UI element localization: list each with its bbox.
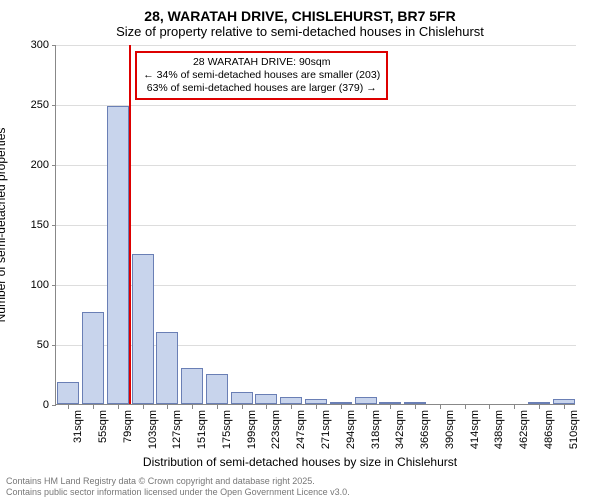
xtick-label: 271sqm (320, 410, 332, 449)
xtick-label: 31sqm (72, 410, 84, 443)
histogram-bar (181, 368, 203, 404)
footer-line1: Contains HM Land Registry data © Crown c… (6, 476, 350, 487)
callout-box: 28 WARATAH DRIVE: 90sqm← 34% of semi-det… (135, 51, 388, 100)
xtick-mark (341, 405, 342, 409)
marker-line (129, 45, 131, 404)
histogram-bar (231, 392, 253, 404)
xtick-mark (93, 405, 94, 409)
xtick-mark (390, 405, 391, 409)
histogram-bar (206, 374, 228, 404)
xtick-label: 151sqm (196, 410, 208, 449)
ytick-label: 200 (9, 159, 49, 171)
xtick-label: 127sqm (171, 410, 183, 449)
gridline (56, 45, 576, 46)
xtick-label: 366sqm (419, 410, 431, 449)
histogram-bar (379, 402, 401, 404)
ytick-mark (52, 405, 56, 406)
ytick-mark (52, 165, 56, 166)
xtick-label: 247sqm (295, 410, 307, 449)
gridline (56, 225, 576, 226)
ytick-mark (52, 345, 56, 346)
ytick-label: 0 (9, 399, 49, 411)
xtick-mark (242, 405, 243, 409)
xtick-mark (440, 405, 441, 409)
histogram-bar (355, 397, 377, 404)
xtick-label: 462sqm (518, 410, 530, 449)
xtick-label: 486sqm (543, 410, 555, 449)
xtick-label: 318sqm (370, 410, 382, 449)
xtick-label: 510sqm (568, 410, 580, 449)
xtick-label: 103sqm (147, 410, 159, 449)
histogram-bar (132, 254, 154, 404)
y-axis-label: Number of semi-detached properties (0, 128, 8, 323)
footer-line2: Contains public sector information licen… (6, 487, 350, 498)
xtick-mark (192, 405, 193, 409)
x-axis-label: Distribution of semi-detached houses by … (0, 455, 600, 469)
xtick-label: 175sqm (221, 410, 233, 449)
footer-attribution: Contains HM Land Registry data © Crown c… (6, 476, 350, 498)
ytick-mark (52, 45, 56, 46)
histogram-bar (528, 402, 550, 404)
xtick-label: 414sqm (469, 410, 481, 449)
ytick-label: 50 (9, 339, 49, 351)
xtick-mark (489, 405, 490, 409)
ytick-mark (52, 225, 56, 226)
xtick-mark (415, 405, 416, 409)
xtick-label: 294sqm (345, 410, 357, 449)
gridline (56, 165, 576, 166)
histogram-bar (404, 402, 426, 404)
callout-line2: ← 34% of semi-detached houses are smalle… (143, 69, 380, 82)
histogram-bar (107, 106, 129, 404)
xtick-mark (68, 405, 69, 409)
ytick-mark (52, 285, 56, 286)
histogram-bar (156, 332, 178, 404)
histogram-bar (305, 399, 327, 404)
histogram-bar (57, 382, 79, 404)
xtick-mark (539, 405, 540, 409)
xtick-mark (266, 405, 267, 409)
histogram-bar (553, 399, 575, 404)
xtick-mark (366, 405, 367, 409)
gridline (56, 105, 576, 106)
xtick-label: 438sqm (493, 410, 505, 449)
ytick-label: 100 (9, 279, 49, 291)
histogram-bar (330, 402, 352, 404)
callout-line3: 63% of semi-detached houses are larger (… (143, 82, 380, 95)
histogram-bar (255, 394, 277, 404)
xtick-mark (514, 405, 515, 409)
xtick-mark (564, 405, 565, 409)
xtick-mark (118, 405, 119, 409)
xtick-label: 223sqm (270, 410, 282, 449)
ytick-mark (52, 105, 56, 106)
ytick-label: 150 (9, 219, 49, 231)
histogram-bar (82, 312, 104, 404)
xtick-mark (291, 405, 292, 409)
xtick-mark (143, 405, 144, 409)
xtick-label: 55sqm (97, 410, 109, 443)
xtick-label: 390sqm (444, 410, 456, 449)
xtick-mark (316, 405, 317, 409)
xtick-label: 199sqm (246, 410, 258, 449)
xtick-mark (465, 405, 466, 409)
chart-area: 05010015020025030031sqm55sqm79sqm103sqm1… (55, 45, 575, 405)
chart-title: 28, WARATAH DRIVE, CHISLEHURST, BR7 5FR (0, 0, 600, 24)
xtick-label: 342sqm (394, 410, 406, 449)
histogram-bar (280, 397, 302, 404)
ytick-label: 250 (9, 99, 49, 111)
chart-subtitle: Size of property relative to semi-detach… (0, 24, 600, 43)
callout-line1: 28 WARATAH DRIVE: 90sqm (143, 56, 380, 69)
xtick-label: 79sqm (122, 410, 134, 443)
xtick-mark (217, 405, 218, 409)
plot-area: 05010015020025030031sqm55sqm79sqm103sqm1… (55, 45, 575, 405)
xtick-mark (167, 405, 168, 409)
ytick-label: 300 (9, 39, 49, 51)
